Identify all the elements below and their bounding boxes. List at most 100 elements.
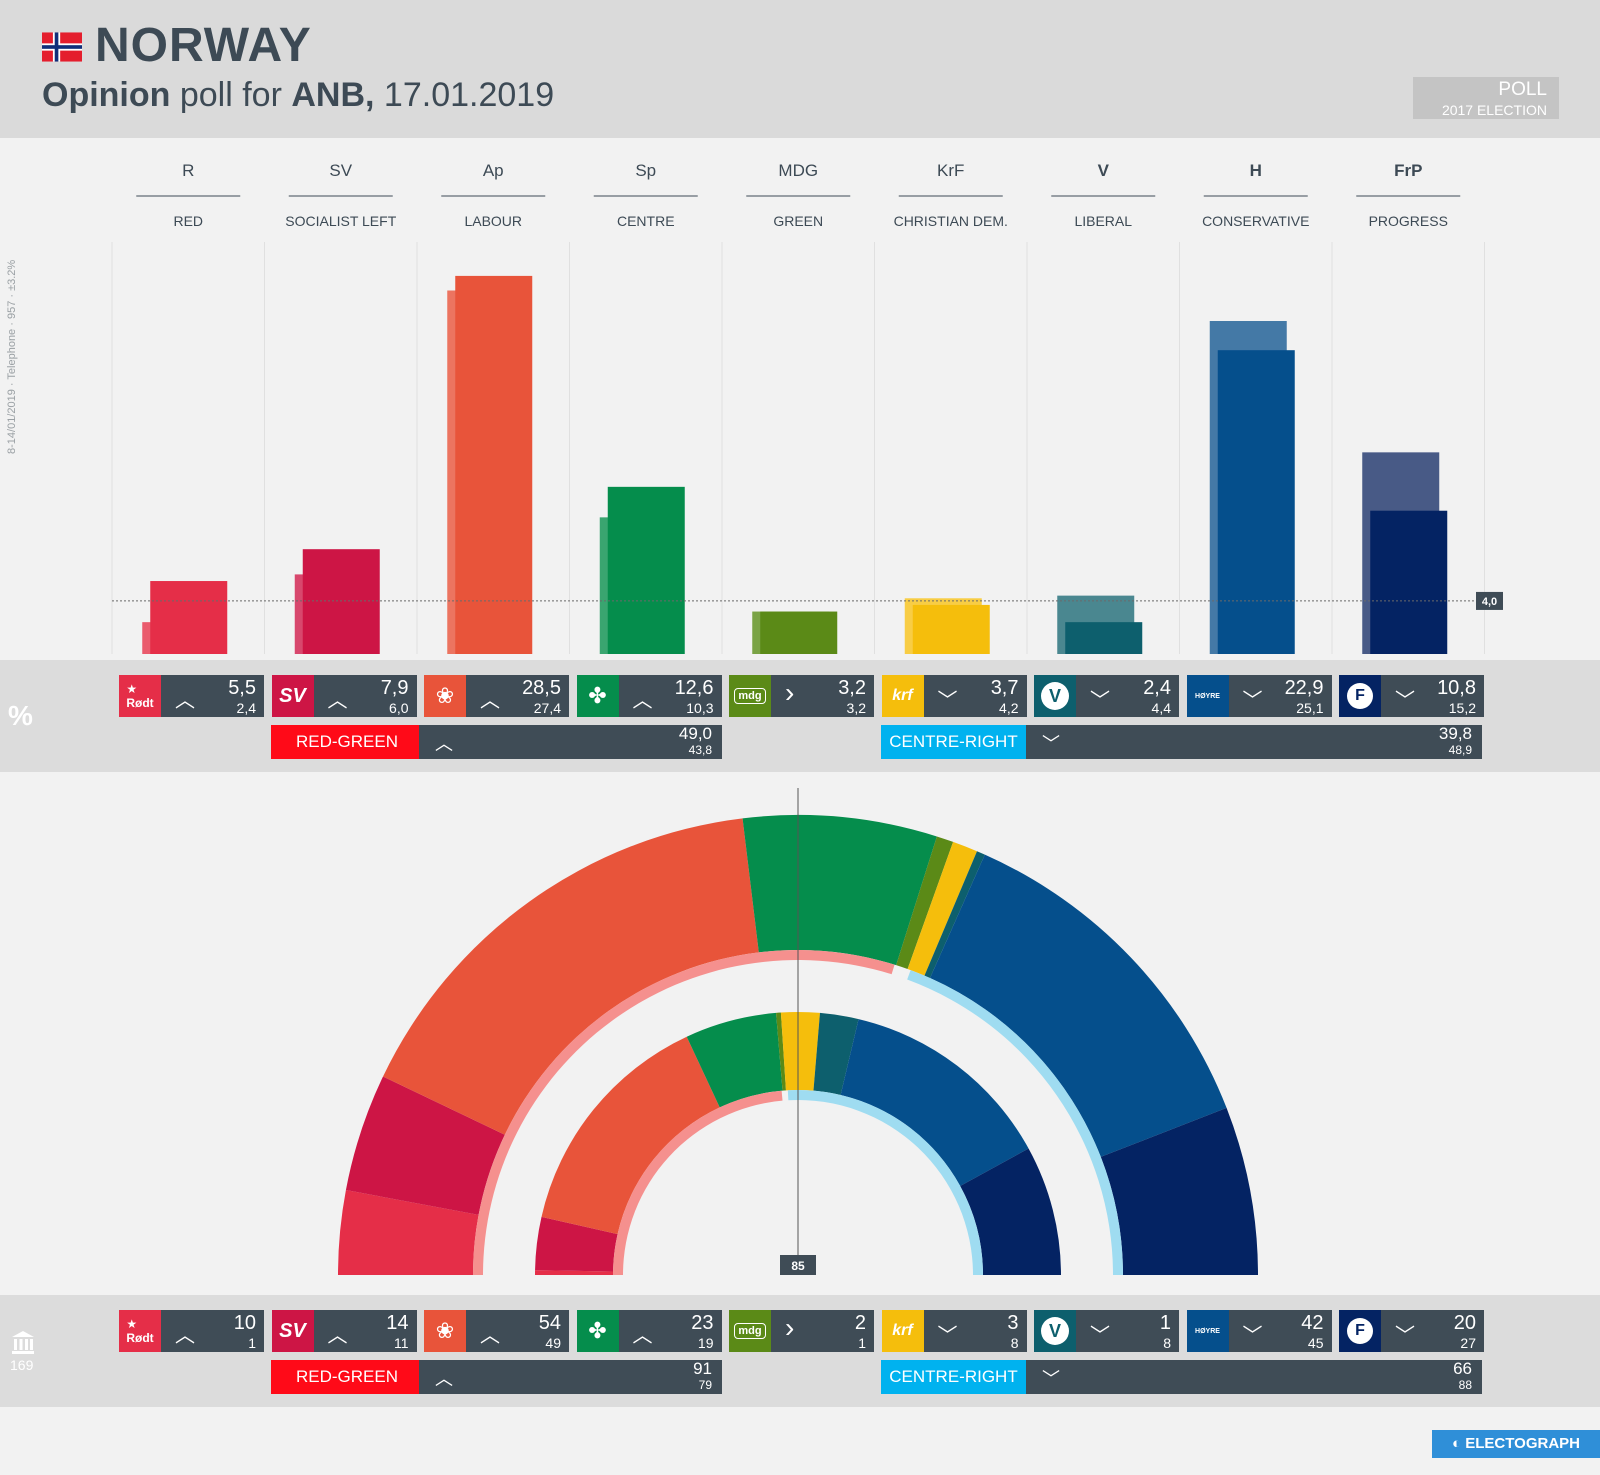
seat-segment-sv — [345, 1076, 505, 1215]
previous-value: 15,2 — [1448, 700, 1476, 716]
party-tile-r: ★ Rødt ︿ 5,5 2,4 — [119, 675, 264, 717]
parliament-icon — [12, 1331, 34, 1354]
arrow-down-icon: ﹀ — [1395, 690, 1415, 712]
previous-value: 8 — [1163, 1335, 1171, 1351]
party-tile-ap: ❀ ︿ 54 49 — [424, 1310, 569, 1352]
arrow-up-icon: ︿ — [435, 734, 453, 754]
bar-poll — [912, 604, 990, 654]
previous-value: 45 — [1307, 1335, 1324, 1351]
seat-segment-sp — [686, 1012, 783, 1108]
party-tile-h: HØYRE ﹀ 42 45 — [1186, 1310, 1332, 1352]
majority-label: 85 — [791, 1259, 805, 1273]
value: 20 — [1453, 1312, 1476, 1334]
red-green-total: ︿ 91 79 — [419, 1359, 722, 1394]
party-tile-h: HØYRE ﹀ 22,9 25,1 — [1186, 675, 1332, 717]
seat-segment-sp — [742, 815, 937, 966]
arrow-up-icon: ︿ — [480, 1325, 500, 1347]
previous-value: 10,3 — [686, 700, 714, 716]
bar-poll — [1065, 622, 1143, 654]
previous-value: 2,4 — [236, 700, 256, 716]
bar-chart: R RED SV SOCIALIST LEFT Ap LABOUR Sp CENTRE MDG G… — [111, 161, 1503, 654]
value: 2 — [854, 1312, 866, 1334]
party-tile-sv: SV ︿ 7,9 6,0 — [271, 675, 417, 717]
value: 3,7 — [990, 677, 1019, 699]
party-name: LIBERAL — [1074, 213, 1132, 229]
legend: POLL 2017 ELECTION — [1413, 77, 1559, 119]
centre-right-total: ﹀ 39,8 48,9 — [1026, 724, 1482, 759]
value: 14 — [386, 1312, 409, 1334]
arrow-up-icon: ︿ — [480, 690, 500, 712]
value: 28,5 — [522, 677, 561, 699]
seat-segment-krf — [780, 1012, 820, 1091]
arrow-down-icon: ﹀ — [937, 690, 958, 712]
value: 7,9 — [380, 677, 409, 699]
previous-value: 6,0 — [389, 700, 409, 716]
party-tile-frp: F ﹀ 10,8 15,2 — [1339, 675, 1484, 717]
bar-poll — [1370, 510, 1448, 654]
party-name: CONSERVATIVE — [1202, 213, 1309, 229]
bar-poll — [302, 549, 380, 654]
seat-segment-h — [930, 854, 1227, 1157]
party-abbr: MDG — [778, 161, 818, 180]
seat-chart: 85 — [338, 788, 1258, 1275]
arrow-up-icon: ︿ — [175, 690, 195, 712]
centre-right-total: ﹀ 66 88 — [1026, 1359, 1482, 1394]
party-abbr: Ap — [483, 161, 504, 180]
norway-flag-icon — [42, 32, 82, 62]
sv-logo-icon: SV — [271, 675, 314, 717]
previous-value: 1 — [858, 1335, 866, 1351]
red-green-label: RED-GREEN — [271, 725, 423, 759]
party-tile-v: V ﹀ 1 8 — [1034, 1310, 1179, 1352]
party-name: SOCIALIST LEFT — [285, 213, 396, 229]
red-green-ring — [613, 1090, 783, 1275]
h-logo-icon: HØYRE — [1186, 675, 1229, 717]
r-logo-icon: ★ Rødt — [119, 1310, 161, 1352]
party-name: RED — [173, 213, 203, 229]
seat-segment-h — [840, 1019, 1029, 1186]
bar-poll — [455, 275, 533, 654]
centre-right-label: CENTRE-RIGHT — [881, 1360, 1026, 1394]
value: 3 — [1007, 1312, 1019, 1334]
party-tile-ap: ❀ ︿ 28,5 27,4 — [424, 675, 569, 717]
previous-value: 27 — [1460, 1335, 1476, 1351]
seat-segment-mdg — [776, 1012, 786, 1091]
party-tile-sv: SV ︿ 14 11 — [271, 1310, 417, 1352]
value: 10,8 — [1437, 677, 1476, 699]
party-abbr: KrF — [937, 161, 964, 180]
arrow-up-icon: ︿ — [175, 1325, 195, 1347]
sp-logo-icon: ✤ — [576, 675, 619, 717]
party-name: PROGRESS — [1369, 213, 1448, 229]
percent-symbol: % — [8, 700, 33, 731]
party-name: CENTRE — [617, 213, 675, 229]
r-logo-icon: ★ Rødt — [119, 675, 161, 717]
value: 23 — [691, 1312, 714, 1334]
seat-segment-r — [535, 1270, 614, 1275]
bloc-value: 91 — [693, 1359, 712, 1378]
previous-value: 27,4 — [533, 700, 561, 716]
bloc-previous-value: 43,8 — [688, 743, 712, 757]
party-tile-mdg: mdg › 2 1 — [729, 1310, 874, 1352]
previous-value: 4,2 — [999, 700, 1019, 716]
krf-logo-icon: krf — [881, 1310, 924, 1352]
party-name: LABOUR — [464, 213, 522, 229]
bloc-value: 66 — [1453, 1359, 1472, 1378]
legend-poll: POLL — [1498, 79, 1547, 100]
party-abbr: SV — [329, 161, 352, 180]
value: 10 — [233, 1312, 256, 1334]
bloc-value: 39,8 — [1438, 724, 1472, 743]
arrow-down-icon: ﹀ — [1090, 1325, 1110, 1347]
mdg-logo-icon: mdg — [729, 675, 771, 717]
frp-logo-icon: F — [1339, 675, 1381, 717]
party-tile-krf: krf ﹀ 3,7 4,2 — [881, 675, 1027, 717]
threshold-label: 4,0 — [1482, 596, 1497, 608]
arrow-up-icon: ︿ — [327, 690, 348, 712]
party-abbr: H — [1250, 161, 1262, 180]
arrow-up-icon: ︿ — [632, 1325, 653, 1347]
header: NORWAY Opinion poll for ANB, 17.01.2019 … — [0, 0, 1600, 138]
centre-right-label: CENTRE-RIGHT — [881, 725, 1026, 759]
centre-right-ring — [907, 970, 1123, 1275]
arrow-right-icon: › — [785, 677, 795, 708]
party-abbr: FrP — [1394, 161, 1422, 180]
arrow-down-icon: ﹀ — [1242, 1325, 1263, 1347]
party-abbr: V — [1098, 161, 1110, 180]
